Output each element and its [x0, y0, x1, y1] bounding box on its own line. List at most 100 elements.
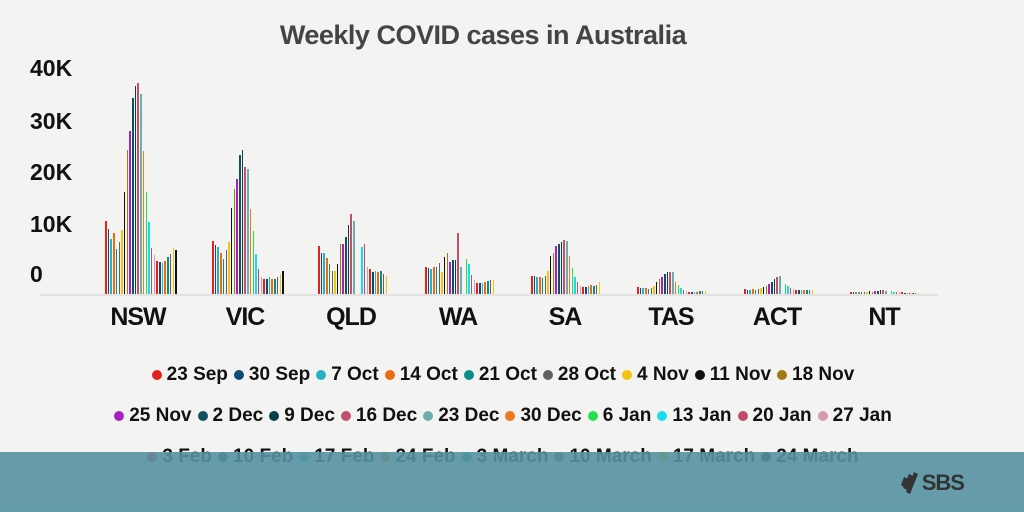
bar-vic-14-oct[interactable] [220, 253, 222, 294]
bar-nt-4-nov[interactable] [866, 291, 868, 294]
bar-act-16-dec[interactable] [776, 276, 778, 294]
bar-wa-3-march[interactable] [487, 281, 489, 294]
bar-act-6-jan[interactable] [784, 283, 787, 294]
bar-vic-28-oct[interactable] [225, 249, 228, 294]
bar-nt-2-dec[interactable] [877, 290, 879, 294]
legend-item[interactable]: 25 Nov [114, 405, 192, 427]
bar-act-11-nov[interactable] [762, 286, 765, 294]
bar-nsw-20-jan[interactable] [150, 247, 153, 294]
legend-item[interactable]: 2 Dec [197, 405, 263, 427]
bar-qld-23-sep[interactable] [318, 246, 320, 294]
bar-sa-3-feb[interactable] [582, 287, 584, 294]
bar-sa-23-sep[interactable] [531, 276, 533, 294]
bar-act-9-dec[interactable] [773, 279, 776, 294]
bar-tas-18-nov[interactable] [658, 279, 661, 294]
bar-vic-23-sep[interactable] [212, 241, 214, 294]
bar-wa-20-jan[interactable] [470, 274, 473, 294]
bar-nsw-17-march[interactable] [172, 247, 175, 294]
bar-tas-3-feb[interactable] [688, 291, 690, 294]
bar-qld-10-march[interactable] [382, 273, 385, 294]
bar-sa-14-oct[interactable] [539, 277, 541, 294]
bar-nsw-7-oct[interactable] [110, 239, 112, 294]
bar-nt-23-dec[interactable] [885, 290, 887, 294]
bar-nsw-6-jan[interactable] [145, 192, 148, 294]
bar-wa-17-march[interactable] [492, 280, 495, 294]
bar-qld-10-feb[interactable] [372, 271, 374, 294]
bar-nsw-21-oct[interactable] [115, 248, 118, 294]
bar-act-2-dec[interactable] [771, 281, 773, 294]
bar-act-30-sep[interactable] [746, 289, 749, 294]
bar-vic-11-nov[interactable] [230, 207, 233, 294]
bar-wa-3-feb[interactable] [476, 282, 478, 294]
bar-wa-21-oct[interactable] [435, 267, 438, 294]
bar-tas-17-feb[interactable] [693, 291, 696, 294]
bar-nsw-30-dec[interactable] [142, 151, 145, 294]
bar-vic-13-jan[interactable] [255, 254, 257, 294]
bar-nsw-3-march[interactable] [167, 257, 169, 294]
bar-sa-18-nov[interactable] [552, 253, 555, 294]
bar-wa-23-sep[interactable] [425, 266, 427, 294]
bar-sa-17-feb[interactable] [587, 285, 590, 294]
bar-nt-11-nov[interactable] [868, 291, 871, 294]
bar-wa-16-dec[interactable] [457, 232, 459, 294]
bar-vic-24-feb[interactable] [271, 279, 273, 294]
bar-act-27-jan[interactable] [792, 289, 795, 294]
bar-qld-16-dec[interactable] [350, 214, 352, 294]
bar-nsw-30-sep[interactable] [107, 228, 110, 294]
bar-vic-30-sep[interactable] [214, 244, 217, 294]
bar-wa-23-dec[interactable] [460, 267, 462, 294]
legend-item[interactable]: 30 Dec [505, 405, 582, 427]
bar-nt-23-sep[interactable] [850, 292, 852, 294]
bar-nt-16-dec[interactable] [882, 290, 884, 294]
bar-vic-7-oct[interactable] [217, 246, 219, 294]
bar-qld-23-dec[interactable] [353, 221, 355, 294]
bar-act-13-jan[interactable] [787, 286, 789, 294]
bar-sa-23-dec[interactable] [566, 241, 568, 294]
bar-qld-2-dec[interactable] [345, 237, 347, 294]
legend-item[interactable]: 9 Dec [269, 405, 335, 427]
bar-nsw-27-jan[interactable] [153, 255, 156, 294]
bar-nsw-23-sep[interactable] [105, 221, 107, 294]
bar-qld-4-nov[interactable] [334, 271, 336, 294]
bar-nsw-24-march[interactable] [175, 249, 177, 294]
bar-nsw-23-dec[interactable] [140, 94, 142, 294]
bar-tas-11-nov[interactable] [655, 281, 658, 294]
bar-wa-10-march[interactable] [489, 280, 492, 294]
bar-nt-3-march[interactable] [912, 292, 914, 294]
bar-nt-9-dec[interactable] [879, 290, 882, 294]
bar-wa-25-nov[interactable] [449, 262, 451, 294]
bar-nt-13-jan[interactable] [893, 291, 895, 294]
bar-sa-2-dec[interactable] [558, 243, 560, 294]
bar-qld-25-nov[interactable] [342, 243, 344, 294]
bar-sa-24-feb[interactable] [590, 285, 592, 294]
bar-vic-17-march[interactable] [279, 274, 282, 294]
bar-vic-25-nov[interactable] [236, 179, 238, 294]
bar-nsw-13-jan[interactable] [148, 222, 150, 294]
bar-vic-23-dec[interactable] [247, 168, 249, 294]
bar-wa-9-dec[interactable] [454, 259, 457, 294]
bar-act-3-march[interactable] [806, 290, 808, 294]
bar-act-14-oct[interactable] [752, 289, 754, 294]
legend-item[interactable]: 13 Jan [657, 405, 732, 427]
bar-tas-28-oct[interactable] [650, 287, 653, 294]
bar-act-10-march[interactable] [808, 289, 811, 294]
bar-sa-13-jan[interactable] [574, 276, 576, 294]
bar-qld-24-feb[interactable] [377, 271, 379, 294]
bar-qld-28-oct[interactable] [331, 270, 334, 294]
bar-tas-7-oct[interactable] [642, 288, 644, 294]
bar-qld-3-feb[interactable] [369, 269, 371, 294]
bar-wa-10-feb[interactable] [479, 282, 481, 294]
bar-sa-30-dec[interactable] [568, 256, 571, 294]
bar-act-25-nov[interactable] [768, 283, 770, 294]
bar-nsw-18-nov[interactable] [126, 149, 129, 294]
bar-vic-3-march[interactable] [274, 279, 276, 294]
bar-vic-10-march[interactable] [276, 277, 279, 294]
bar-act-17-feb[interactable] [800, 289, 803, 294]
bar-act-17-march[interactable] [811, 290, 814, 294]
bar-vic-9-dec[interactable] [241, 149, 244, 294]
legend-item[interactable]: 30 Sep [233, 364, 310, 386]
bar-qld-30-sep[interactable] [320, 253, 323, 294]
bar-nt-20-jan[interactable] [895, 291, 898, 294]
bar-act-20-jan[interactable] [789, 287, 792, 294]
bar-sa-17-march[interactable] [598, 282, 601, 294]
